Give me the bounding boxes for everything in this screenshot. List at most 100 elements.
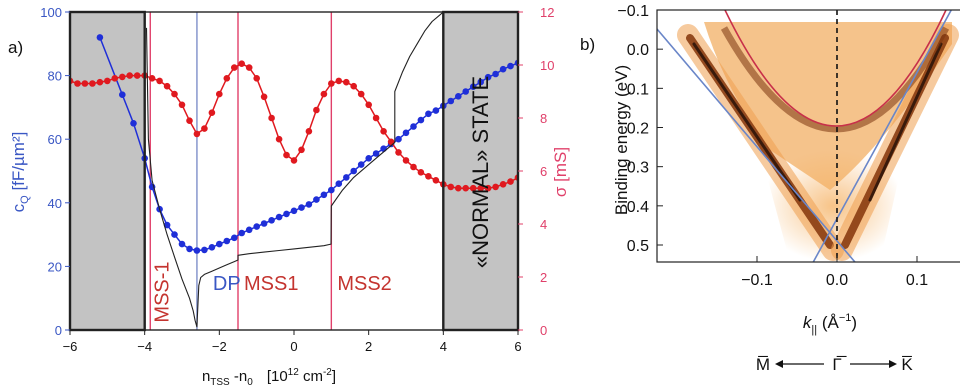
series-point [499, 181, 507, 188]
series-point [275, 213, 283, 221]
series-point [469, 83, 477, 90]
series-point [260, 93, 268, 101]
vertical-marker-lines [149, 12, 333, 330]
series-point [260, 220, 268, 227]
b-x-tick-label: 0.1 [906, 272, 928, 289]
panel-b-frame [656, 9, 960, 263]
series-point [343, 174, 350, 181]
series-point [283, 151, 290, 159]
series-point [455, 93, 462, 100]
series-point [298, 204, 305, 211]
series-point [477, 78, 485, 86]
series-point [380, 145, 387, 152]
series-point [462, 184, 470, 192]
series-point [133, 72, 141, 79]
series-point [343, 78, 350, 86]
series-point [81, 80, 89, 87]
series-point [208, 244, 216, 251]
series-point [484, 184, 492, 192]
intensity-upper-fill [704, 22, 952, 190]
marker-label: DP [213, 273, 241, 295]
series-point [313, 196, 320, 203]
series-point [365, 101, 373, 109]
series-point [350, 167, 358, 175]
panel-b-y-ticks: −0.1 0.0 0.1 0.2 0.3 0.4 0.5 [617, 3, 663, 255]
branch-right-core [868, 42, 943, 202]
x-tick-label: 2 [365, 339, 372, 354]
series-point [410, 163, 417, 171]
series-point [313, 106, 320, 114]
series-point [186, 245, 193, 253]
series-point [320, 90, 328, 98]
series-point [305, 128, 313, 135]
series-point [231, 234, 238, 242]
right-y-tick-label: 0 [540, 323, 547, 338]
panel-a-left-y-ticks: 0 20 40 60 80 100 [40, 5, 70, 338]
dirac-line-2 [812, 10, 953, 262]
series-point [163, 221, 171, 229]
left-y-tick-label: 40 [48, 196, 62, 211]
right-y-tick-label: 6 [540, 164, 547, 179]
marker-label: MSS2 [337, 273, 391, 295]
x-tick-label: 4 [440, 339, 447, 354]
b-y-tick-label: 0.5 [627, 238, 649, 255]
arrow-right-head [889, 360, 897, 368]
series-point [320, 191, 328, 199]
left-y-tick-label: 0 [55, 323, 62, 338]
series-point [130, 120, 137, 127]
panel-b-y-axis-label: Binding energy (eV) [612, 65, 631, 215]
series-point [357, 161, 365, 168]
arrow-left-head [775, 360, 783, 368]
series-point [238, 229, 245, 237]
marker-labels: MSS-1 DP MSS1 MSS2 [151, 261, 392, 322]
series-point [447, 183, 455, 191]
panel-b-x-axis-label: k|| (Å−1) [803, 312, 857, 336]
shaded-region-left [70, 12, 145, 330]
right-y-tick-label: 10 [540, 58, 554, 73]
series-point [417, 116, 425, 124]
series-point [335, 77, 343, 85]
b-y-tick-label: 0.4 [627, 199, 649, 216]
series-point [193, 247, 201, 254]
series-point [245, 226, 253, 234]
panel-b-x-ticks: −0.1 0.0 0.1 [741, 256, 928, 289]
branch-left-core [692, 42, 802, 202]
series-point [372, 114, 380, 122]
parabolic-band-curve [724, 10, 947, 127]
series-point [432, 177, 440, 184]
series-point [223, 237, 231, 245]
b-x-tick-label: 0.0 [826, 272, 848, 289]
series-point [328, 186, 335, 194]
series-point [507, 178, 514, 185]
b-y-tick-label: −0.1 [617, 3, 649, 20]
arpes-intensity-map [657, 10, 960, 262]
b-y-tick-label: 0.0 [627, 42, 649, 59]
series-point [507, 62, 514, 70]
series-point [395, 135, 402, 143]
panel-a-right-y-ticks: 0 2 4 6 8 10 12 [518, 5, 554, 338]
series-point [268, 114, 275, 122]
marker-label: MSS1 [244, 273, 298, 295]
series-point [283, 210, 290, 218]
series-point [216, 90, 223, 98]
direction-labels: M̅ Γ̅ K̅ [756, 355, 913, 374]
series-point [245, 64, 253, 71]
panel-a-shaded-regions [70, 12, 518, 330]
right-y-tick-label: 12 [540, 5, 554, 20]
series-point [208, 109, 216, 116]
left-y-tick-label: 100 [40, 5, 62, 20]
marker-label: MSS-1 [151, 261, 173, 322]
b-y-tick-label: 0.3 [627, 160, 649, 177]
right-y-tick-label: 4 [540, 217, 547, 232]
series-point [148, 75, 156, 82]
right-y-tick-label: 2 [540, 270, 547, 285]
series-point [178, 101, 186, 109]
series-point [119, 91, 126, 98]
series-point [492, 183, 499, 191]
series-point [484, 73, 492, 81]
series-point [425, 110, 432, 118]
series-point [171, 231, 178, 238]
series-point [74, 80, 81, 87]
panel-a-right-axis-label: σ [mS] [551, 147, 570, 197]
